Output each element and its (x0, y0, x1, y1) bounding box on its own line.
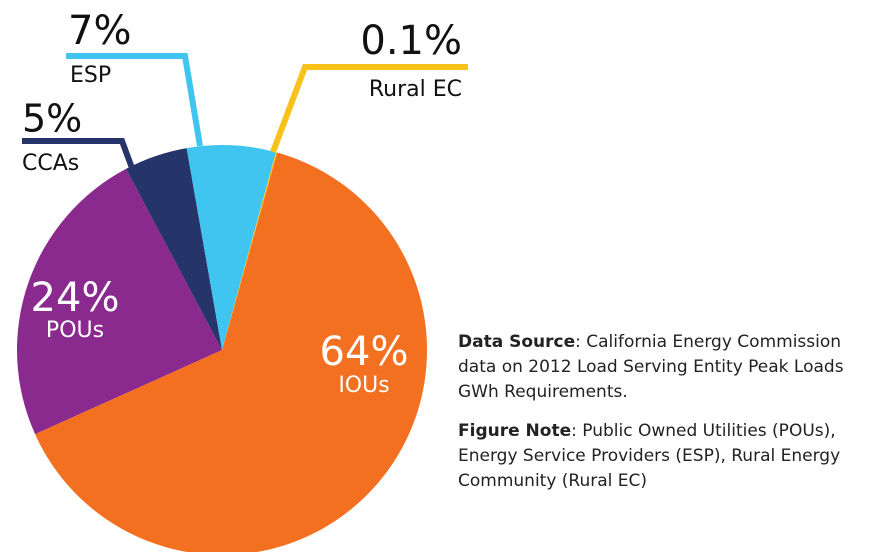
value-label: 0.1% (360, 18, 462, 64)
note: Figure Note: Public Owned Utilities (POU… (458, 419, 848, 494)
leader-line (270, 64, 468, 154)
category-label: CCAs (22, 151, 79, 176)
pie-slice (222, 152, 278, 350)
note-label: Figure Note (458, 421, 572, 441)
notes: Data Source: California Energy Commissio… (458, 330, 848, 508)
value-label: 24% (31, 275, 120, 321)
category-label: ESP (70, 63, 111, 88)
value-label: 5% (22, 97, 82, 141)
value-label: 64% (320, 329, 409, 375)
note-text: : California Energy Commission data on 2… (458, 332, 844, 402)
leader-line (66, 53, 203, 147)
note: Data Source: California Energy Commissio… (458, 330, 848, 405)
category-label: POUs (46, 318, 104, 343)
note-label: Data Source (458, 332, 576, 352)
pie-slice (186, 145, 276, 350)
note-text: : Public Owned Utilities (POUs), Energy … (458, 421, 841, 491)
pie-slice (16, 168, 223, 435)
leader-line (22, 138, 135, 170)
category-label: IOUs (338, 373, 389, 398)
pie-slice (35, 152, 427, 552)
category-label: Rural EC (369, 77, 462, 102)
value-label: 7% (68, 8, 131, 54)
pie-slice (126, 148, 222, 350)
